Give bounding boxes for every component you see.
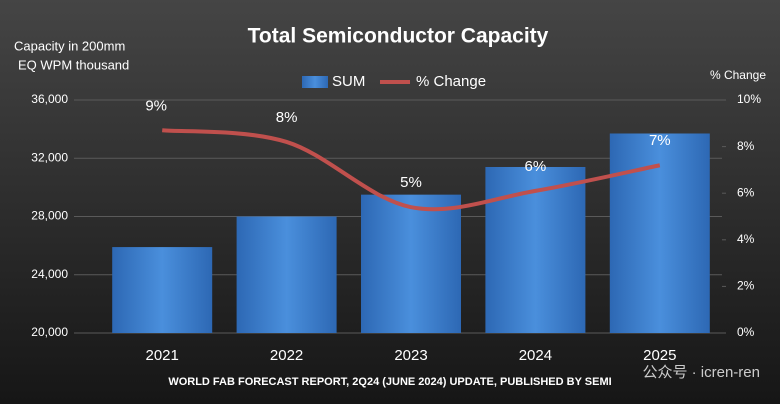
y-tick-label: 36,000 (31, 92, 68, 106)
legend-label: SUM (332, 73, 365, 90)
legend-swatch (302, 76, 328, 88)
x-tick-label: 2025 (643, 347, 676, 364)
y2-tick-label: 0% (737, 325, 755, 339)
legend-label: % Change (416, 73, 486, 90)
y-axis-label: Capacity in 200mm (14, 38, 125, 53)
bar (236, 216, 337, 333)
watermark: 公众号 · icren-ren (642, 364, 760, 381)
x-tick-label: 2024 (519, 347, 552, 364)
data-label: 5% (400, 174, 422, 191)
y-axis-label: EQ WPM thousand (18, 57, 129, 72)
y2-tick-label: 2% (737, 279, 755, 293)
y2-tick-label: 4% (737, 232, 755, 246)
data-label: 8% (276, 109, 298, 126)
y2-tick-label: 6% (737, 185, 755, 199)
chart-title: Total Semiconductor Capacity (248, 25, 549, 48)
y2-axis-label: % Change (710, 68, 766, 82)
data-label: 9% (145, 97, 167, 114)
y2-tick-label: 10% (737, 92, 761, 106)
y-tick-label: 20,000 (31, 325, 68, 339)
x-tick-label: 2023 (394, 347, 427, 364)
y2-tick-label: 8% (737, 139, 755, 153)
line (162, 128, 661, 212)
bar (361, 194, 461, 333)
x-tick-label: 2022 (270, 347, 303, 364)
footer: WORLD FAB FORECAST REPORT, 2Q24 (JUNE 20… (168, 376, 611, 388)
y-tick-label: 24,000 (31, 267, 68, 281)
y-tick-label: 32,000 (31, 150, 68, 164)
bar (112, 247, 213, 333)
data-label: 6% (525, 158, 547, 175)
data-label: 7% (649, 132, 671, 149)
x-tick-label: 2021 (146, 347, 179, 364)
y-tick-label: 28,000 (31, 209, 68, 223)
bar (485, 166, 586, 333)
bar (609, 133, 710, 333)
